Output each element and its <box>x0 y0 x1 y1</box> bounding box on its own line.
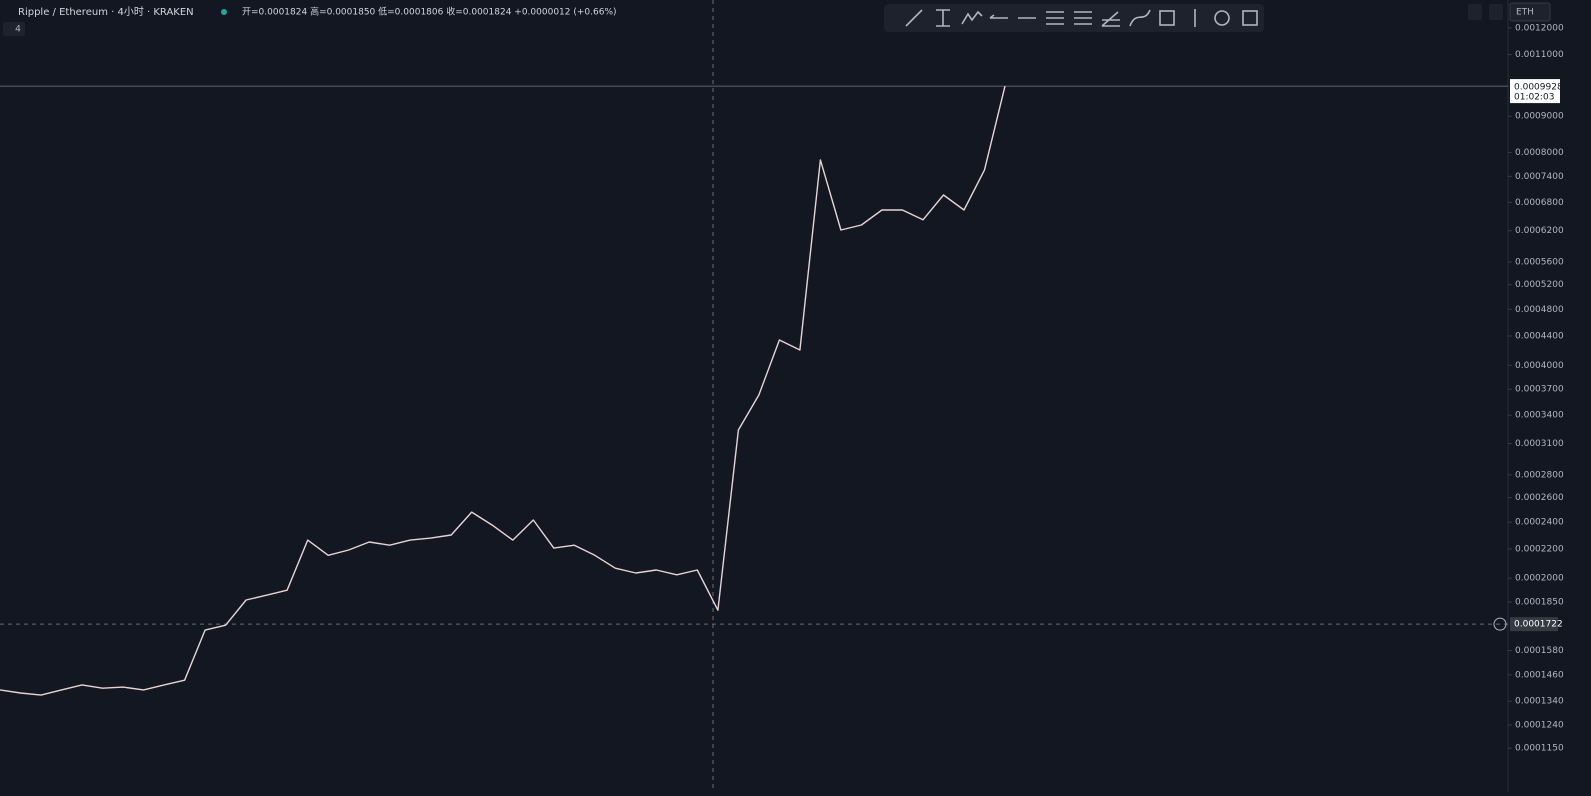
y-tick-label: 0.0007400 <box>1515 172 1564 182</box>
tool-channel[interactable] <box>1046 11 1064 25</box>
y-tick-label: 0.0005200 <box>1515 280 1564 290</box>
y-tick-label: 0.0012000 <box>1515 23 1564 33</box>
ohlc-readout: 开=0.0001824 高=0.0001850 低=0.0001806 收=0.… <box>242 6 617 18</box>
y-tick-label: 0.0001850 <box>1515 598 1564 608</box>
crosshair-label: 0.0001722 <box>1514 620 1563 630</box>
tool-rect[interactable] <box>1159 10 1175 26</box>
y-tick-label: 0.0002000 <box>1515 574 1564 584</box>
status-dot <box>221 9 227 15</box>
tool-text[interactable] <box>936 9 950 27</box>
y-tick-label: 0.0005600 <box>1515 257 1564 267</box>
y-tick-label: 0.0004000 <box>1515 361 1564 371</box>
price-line <box>0 85 1006 696</box>
y-tick-label: 0.0001460 <box>1515 670 1564 680</box>
y-tick-label: 0.0002600 <box>1515 493 1564 503</box>
tool-fan[interactable] <box>1101 11 1120 27</box>
interval-badge[interactable]: 4 <box>15 25 21 35</box>
tool-grid[interactable] <box>1242 10 1258 26</box>
download-btn[interactable] <box>1468 4 1482 20</box>
tool-curve[interactable] <box>1129 9 1151 27</box>
crosshair-add-btn <box>1493 617 1507 631</box>
y-tick-label: 0.0002200 <box>1515 544 1564 554</box>
y-tick-label: 0.0001580 <box>1515 646 1564 656</box>
y-tick-label: 0.0006200 <box>1515 226 1564 236</box>
currency-label[interactable]: ETH <box>1516 8 1534 18</box>
interval-badge-bg[interactable] <box>3 22 25 36</box>
tool-fib[interactable] <box>1074 11 1092 25</box>
y-tick-label: 0.0011000 <box>1515 50 1564 60</box>
price-axis <box>1508 0 1591 792</box>
y-tick-label: 0.0002800 <box>1515 470 1564 480</box>
symbol-title: Ripple / Ethereum · 4小时 · KRAKEN <box>18 6 194 18</box>
currency-btn[interactable] <box>1509 2 1551 22</box>
y-tick-label: 0.0001340 <box>1515 697 1564 707</box>
refresh-btn[interactable] <box>1489 4 1503 20</box>
y-tick-label: 0.0003700 <box>1515 385 1564 395</box>
y-tick-label: 0.0002400 <box>1515 518 1564 528</box>
y-tick-label: 0.0003100 <box>1515 439 1564 449</box>
y-tick-label: 0.0003400 <box>1515 411 1564 421</box>
y-tick-label: 0.0009000 <box>1515 112 1564 122</box>
y-tick-label: 0.0001240 <box>1515 721 1564 731</box>
y-tick-label: 0.0004400 <box>1515 332 1564 342</box>
y-tick-label: 0.0006800 <box>1515 198 1564 208</box>
y-tick-label: 0.0001150 <box>1515 744 1564 754</box>
tool-ray[interactable] <box>989 14 1008 19</box>
last-price-bg <box>1510 79 1560 104</box>
tool-circle[interactable] <box>1214 10 1230 26</box>
tool-path[interactable] <box>961 10 983 25</box>
last-price-label: 0.0009928 <box>1514 83 1563 93</box>
last-time-label: 01:02:03 <box>1514 93 1554 103</box>
y-tick-label: 0.0008000 <box>1515 148 1564 158</box>
crosshair-label-bg <box>1510 617 1558 632</box>
drawing-toolbar <box>884 4 1264 32</box>
tool-line[interactable] <box>905 9 923 27</box>
y-tick-label: 0.0004800 <box>1515 305 1564 315</box>
